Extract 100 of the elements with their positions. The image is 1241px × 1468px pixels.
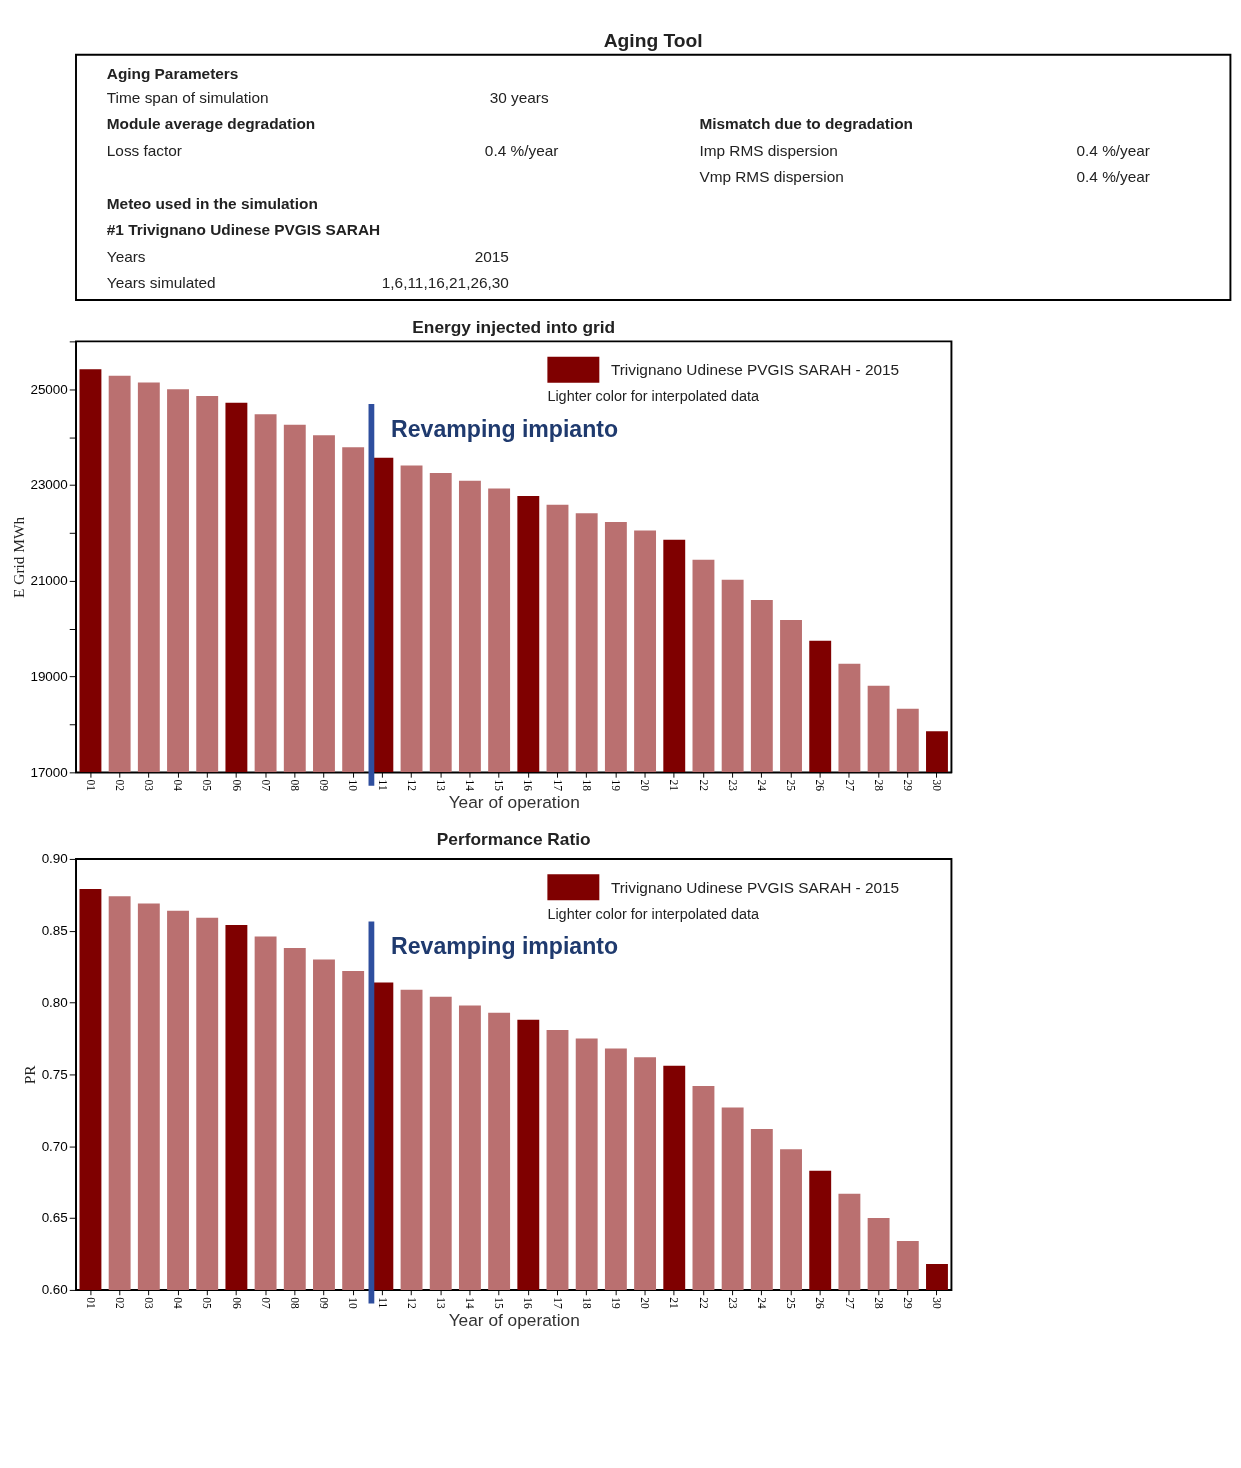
x-tick-label: 04 [172, 1297, 185, 1309]
text: 1,6,11,16,21,26,30 [381, 273, 509, 291]
ref-line-label: Revamping impianto [391, 415, 619, 442]
x-tick-label: 13 [434, 1297, 447, 1309]
x-tick-label: 15 [493, 1297, 506, 1309]
y-tick-label: 19000 [30, 668, 68, 684]
x-axis-title: Year of operation [448, 1310, 580, 1331]
x-tick-label: 02 [113, 1297, 126, 1309]
x-tick-label: 07 [259, 1297, 272, 1309]
x-tick-label: 15 [493, 779, 506, 792]
x-tick-label: 22 [697, 779, 710, 792]
x-tick-label: 29 [901, 1297, 914, 1309]
text: Aging Tool [603, 30, 703, 52]
x-tick-label: 23 [726, 779, 739, 792]
x-tick-label: 08 [288, 1297, 301, 1309]
x-tick-label: 05 [201, 779, 214, 792]
x-tick-label: 09 [318, 779, 331, 792]
x-tick-label: 21 [668, 1297, 681, 1309]
x-tick-label: 28 [872, 1297, 885, 1309]
text: 0.4 %/year [1076, 141, 1150, 159]
text: Module average degradation [106, 114, 316, 132]
chart-title: Performance Ratio [436, 828, 591, 849]
y-tick-label: 17000 [30, 764, 68, 780]
y-tick-label: 0.65 [41, 1210, 68, 1226]
x-tick-label: 08 [288, 779, 301, 792]
x-tick-label: 17 [551, 1297, 564, 1309]
x-tick-label: 30 [931, 779, 944, 792]
text: #1 Trivignano Udinese PVGIS SARAH [106, 220, 381, 238]
x-tick-label: 05 [201, 1297, 214, 1309]
y-tick-label: 21000 [30, 573, 68, 589]
x-tick-label: 13 [434, 779, 447, 792]
y-axis-title: PR [20, 1064, 38, 1085]
x-tick-label: 26 [814, 1297, 827, 1309]
text: Time span of simulation [106, 88, 269, 106]
text: Meteo used in the simulation [106, 194, 318, 212]
y-tick-label: 25000 [30, 381, 68, 397]
x-tick-label: 12 [405, 779, 418, 792]
x-tick-label: 16 [522, 779, 535, 792]
x-tick-label: 26 [814, 779, 827, 792]
x-tick-label: 06 [230, 1297, 243, 1309]
y-tick-label: 0.60 [41, 1282, 68, 1298]
x-tick-label: 18 [580, 1297, 593, 1309]
x-tick-label: 24 [755, 1297, 768, 1309]
text: Years [106, 247, 146, 265]
x-tick-label: 02 [113, 779, 126, 792]
text: Vmp RMS dispersion [699, 167, 844, 185]
text: 30 years [489, 88, 549, 106]
x-tick-label: 25 [785, 779, 798, 792]
text: Loss factor [106, 141, 182, 159]
legend-label: Trivignano Udinese PVGIS SARAH - 2015 [610, 878, 900, 896]
x-tick-label: 01 [84, 1297, 97, 1309]
x-tick-label: 17 [551, 779, 564, 792]
y-tick-label: 0.75 [41, 1066, 68, 1082]
y-tick-label: 0.85 [41, 923, 68, 939]
x-tick-label: 11 [376, 779, 389, 791]
x-tick-label: 01 [84, 779, 97, 792]
y-tick-label: 0.80 [41, 994, 68, 1010]
x-tick-label: 21 [668, 779, 681, 792]
x-tick-label: 19 [610, 1297, 623, 1309]
text: Mismatch due to degradation [699, 114, 913, 132]
x-tick-label: 18 [580, 779, 593, 792]
x-tick-label: 25 [785, 1297, 798, 1309]
x-tick-label: 20 [639, 779, 652, 792]
x-tick-label: 14 [464, 779, 477, 792]
x-tick-label: 12 [405, 1297, 418, 1309]
x-tick-label: 27 [843, 779, 856, 792]
annotation: Lighter color for interpolated data [547, 905, 761, 922]
x-tick-label: 29 [901, 779, 914, 792]
x-tick-label: 16 [522, 1297, 535, 1309]
ref-line-label: Revamping impianto [391, 933, 619, 960]
x-axis-title: Year of operation [448, 792, 580, 813]
x-tick-label: 06 [230, 779, 243, 792]
x-tick-label: 04 [172, 779, 185, 792]
x-tick-label: 11 [376, 1297, 389, 1309]
x-tick-label: 03 [142, 779, 155, 792]
text: Aging Parameters [106, 64, 239, 82]
x-tick-label: 09 [318, 1297, 331, 1309]
y-axis-title: E Grid MWh [9, 516, 27, 598]
text: 2015 [474, 247, 509, 265]
x-tick-label: 10 [347, 779, 360, 792]
x-tick-label: 30 [931, 1297, 944, 1309]
y-tick-label: 0.70 [41, 1138, 68, 1154]
x-tick-label: 19 [610, 779, 623, 792]
x-tick-label: 07 [259, 779, 272, 792]
x-tick-label: 10 [347, 1297, 360, 1309]
legend-label: Trivignano Udinese PVGIS SARAH - 2015 [610, 361, 900, 379]
x-tick-label: 28 [872, 779, 885, 792]
annotation: Lighter color for interpolated data [547, 388, 761, 405]
x-tick-label: 22 [697, 1297, 710, 1309]
y-tick-label: 0.90 [41, 851, 68, 867]
x-tick-label: 23 [726, 1297, 739, 1309]
x-tick-label: 03 [142, 1297, 155, 1309]
x-tick-label: 20 [639, 1297, 652, 1309]
chart-title: Energy injected into grid [412, 317, 616, 338]
y-tick-label: 23000 [30, 477, 68, 493]
text: 0.4 %/year [1076, 167, 1150, 185]
x-tick-label: 24 [755, 779, 768, 792]
x-tick-label: 14 [464, 1297, 477, 1309]
x-tick-label: 27 [843, 1297, 856, 1309]
text: Years simulated [106, 273, 216, 291]
